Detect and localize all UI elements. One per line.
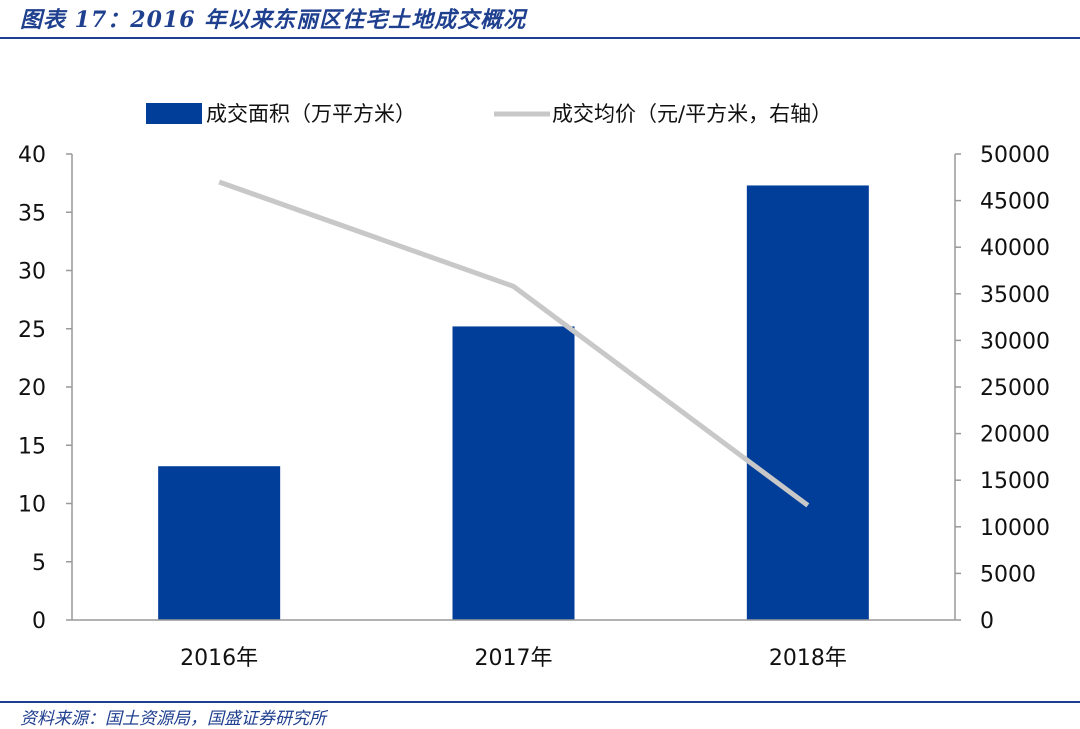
left-tick-label: 25 xyxy=(18,318,46,343)
legend-label-price: 成交均价（元/平方米，右轴） xyxy=(552,102,832,126)
legend-label-area: 成交面积（万平方米） xyxy=(206,102,416,126)
bar-series xyxy=(158,185,869,620)
right-tick-label: 45000 xyxy=(980,190,1050,215)
right-tick-label: 15000 xyxy=(980,469,1050,494)
right-tick-label: 10000 xyxy=(980,516,1050,541)
right-tick-label: 20000 xyxy=(980,423,1050,448)
right-tick-label: 5000 xyxy=(980,562,1036,587)
x-tick-label: 2017年 xyxy=(475,646,553,671)
x-axis-labels: 2016年 2017年 2018年 xyxy=(180,646,847,671)
left-tick-label: 5 xyxy=(32,551,46,576)
source-note: 资料来源：国土资源局，国盛证券研究所 xyxy=(20,704,326,729)
left-tick-label: 20 xyxy=(18,376,46,401)
right-tick-label: 50000 xyxy=(980,143,1050,168)
x-tick-label: 2018年 xyxy=(769,646,847,671)
left-tick-label: 35 xyxy=(18,201,46,226)
legend: 成交面积（万平方米） 成交均价（元/平方米，右轴） xyxy=(146,102,832,126)
left-tick-label: 30 xyxy=(18,260,46,285)
left-axis-ticks: 0 5 10 15 20 25 30 35 40 xyxy=(18,143,72,634)
left-tick-label: 0 xyxy=(32,609,46,634)
legend-swatch-area xyxy=(146,103,202,124)
chart-canvas: 成交面积（万平方米） 成交均价（元/平方米，右轴） 0 5 10 15 20 25 30 35… xyxy=(0,0,1080,700)
bar-2 xyxy=(453,326,575,620)
right-tick-label: 0 xyxy=(980,609,994,634)
left-tick-label: 40 xyxy=(18,143,46,168)
right-tick-label: 35000 xyxy=(980,283,1050,308)
source-divider xyxy=(0,701,1080,703)
right-tick-label: 30000 xyxy=(980,329,1050,354)
x-tick-label: 2016年 xyxy=(180,646,258,671)
bar-1 xyxy=(158,466,280,620)
left-tick-label: 10 xyxy=(18,493,46,518)
bar-3 xyxy=(747,185,869,620)
right-tick-label: 40000 xyxy=(980,236,1050,261)
right-axis-ticks: 0 5000 10000 15000 20000 25000 30000 35000 40000… xyxy=(955,143,1050,634)
right-tick-label: 25000 xyxy=(980,376,1050,401)
left-tick-label: 15 xyxy=(18,434,46,459)
